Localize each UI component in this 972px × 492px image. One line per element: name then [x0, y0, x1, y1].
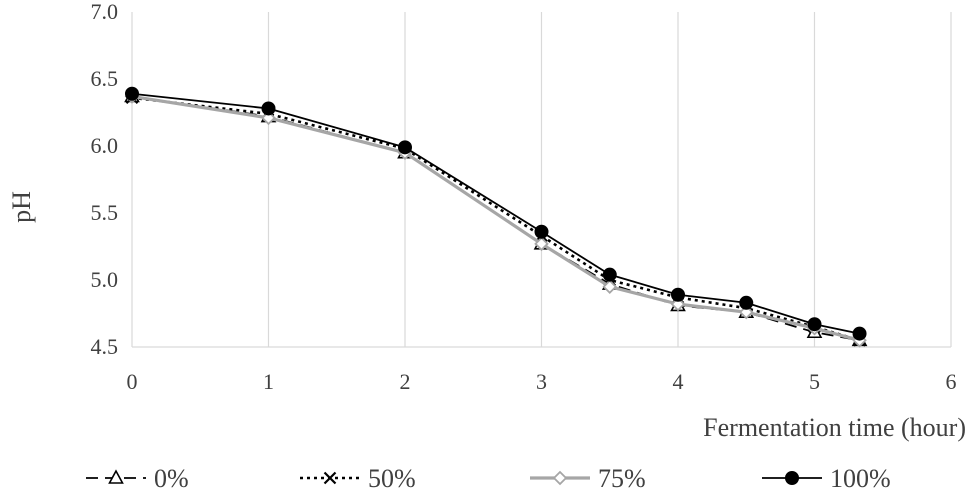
- data-point: [738, 304, 754, 320]
- legend-swatch-marker: [108, 469, 124, 484]
- legend-swatch-marker: [785, 471, 799, 485]
- data-point: [261, 110, 276, 126]
- data-point: [602, 267, 617, 282]
- legend-swatch-marker: [323, 471, 337, 485]
- legend-item-3: 100%: [762, 464, 891, 492]
- data-point: [534, 236, 549, 252]
- legend-item-0: 0%: [86, 464, 189, 492]
- data-point: [261, 101, 276, 116]
- y-tick-label: 5.5: [91, 200, 119, 225]
- gridlines: [267, 12, 952, 347]
- x-tick-label: 0: [127, 369, 138, 394]
- legend-label: 50%: [368, 464, 416, 492]
- data-point: [671, 287, 685, 302]
- series-layer: [124, 86, 868, 348]
- series-0: [124, 87, 868, 347]
- data-point: [807, 317, 822, 332]
- data-point: [602, 279, 618, 294]
- data-point: [398, 140, 412, 155]
- data-point: [125, 86, 139, 101]
- tick-labels: 0 1 2 3 4 5 6 4.5 5.0 5.5 6.0 6.5 7.0: [91, 0, 957, 394]
- axes: [131, 12, 951, 348]
- legend-label: 0%: [154, 464, 189, 492]
- legend: 0% 50% 75% 100%: [86, 464, 891, 492]
- data-point: [670, 296, 686, 312]
- legend-swatch-marker: [552, 470, 568, 486]
- y-tick-label: 6.0: [91, 133, 119, 158]
- y-tick-label: 7.0: [91, 0, 119, 24]
- series-3: [125, 86, 867, 341]
- series-line: [131, 96, 860, 342]
- y-axis-title: pH: [7, 191, 36, 223]
- data-point: [852, 326, 867, 341]
- y-tick-label: 5.0: [91, 267, 119, 292]
- legend-item-1: 50%: [300, 464, 416, 492]
- legend-item-2: 75%: [530, 464, 646, 492]
- x-axis-title: Fermentation time (hour): [703, 413, 966, 442]
- data-point: [534, 224, 549, 239]
- x-tick-label: 1: [263, 369, 274, 394]
- x-tick-label: 3: [536, 369, 547, 394]
- legend-label: 75%: [598, 464, 646, 492]
- x-tick-label: 4: [673, 369, 684, 394]
- legend-label: 100%: [830, 464, 891, 492]
- data-point: [739, 295, 754, 310]
- series-1: [125, 91, 866, 347]
- x-tick-label: 5: [809, 369, 820, 394]
- y-tick-label: 4.5: [91, 334, 119, 359]
- x-tick-label: 2: [400, 369, 411, 394]
- x-tick-label: 6: [946, 369, 957, 394]
- series-2: [124, 89, 867, 348]
- y-tick-label: 6.5: [91, 66, 119, 91]
